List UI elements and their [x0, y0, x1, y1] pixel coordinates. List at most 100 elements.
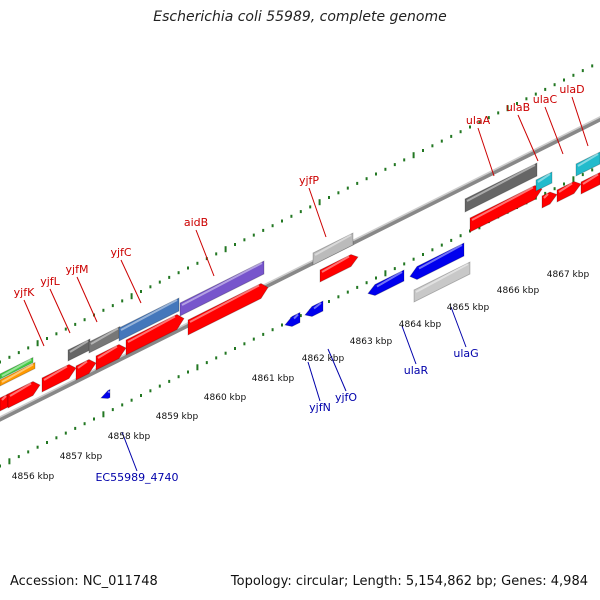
- gene-label: yjfN: [309, 401, 331, 414]
- kbp-label: 4856 kbp: [12, 472, 55, 482]
- gene-block-shine: [1, 363, 34, 383]
- gene-block: [187, 283, 269, 336]
- gene-block: [312, 232, 354, 266]
- gene-block: [179, 260, 265, 317]
- feature-blocks: [0, 151, 600, 412]
- gene-block-shine: [1, 395, 7, 401]
- gene-block: [100, 388, 111, 399]
- gene-label: ulaD: [559, 83, 584, 96]
- gene-labels: yjfK yjfL yjfM yjfC aidB yjfP ulaA ulaBulaCulaD…: [14, 83, 585, 484]
- gene-label: EC55989_4740: [95, 471, 178, 484]
- label-leader-lines: [23, 96, 589, 472]
- kbp-label: 4857 kbp: [60, 452, 103, 462]
- kbp-label: 4859 kbp: [156, 412, 199, 422]
- gene-block-shine: [77, 360, 88, 369]
- gene-block-shine: [1, 358, 32, 377]
- gene-block: [541, 191, 558, 209]
- gene-block: [95, 344, 127, 371]
- gene-block: [469, 185, 543, 233]
- gene-block: [75, 359, 97, 381]
- gene-block-shine: [582, 173, 599, 185]
- gene-block-shine: [415, 263, 469, 293]
- gene-label: yjfK: [14, 286, 35, 299]
- genome-summary-text: Topology: circular; Length: 5,154,862 bp…: [230, 574, 588, 589]
- gene-block: [304, 300, 324, 317]
- gene-block-shine: [43, 365, 68, 381]
- gene-block: [413, 261, 471, 303]
- gene-block: [41, 364, 77, 393]
- map-title: Escherichia coli 55989, complete genome: [153, 9, 447, 25]
- kbp-label: 4860 kbp: [204, 393, 247, 403]
- gene-block: [284, 311, 301, 327]
- kbp-label: 4864 kbp: [399, 320, 442, 330]
- gene-block-shine: [558, 182, 573, 193]
- gene-label: yjfP: [299, 174, 319, 187]
- leader-line: [195, 229, 215, 277]
- gene-block: [535, 171, 553, 192]
- gene-label: ulaC: [533, 93, 558, 106]
- leader-line: [327, 348, 347, 392]
- leader-line: [450, 306, 467, 348]
- gene-block-shine: [418, 244, 463, 270]
- leader-line: [23, 299, 45, 347]
- leader-line: [76, 276, 98, 323]
- gene-block-shine: [376, 271, 403, 288]
- kbp-label: 4861 kbp: [252, 374, 295, 384]
- leader-line: [308, 187, 327, 238]
- gene-block: [118, 297, 180, 342]
- gene-block: [7, 381, 41, 409]
- gene-block: [0, 393, 9, 412]
- gene-block-shine: [543, 193, 549, 199]
- kbp-label: 4865 kbp: [447, 303, 490, 313]
- gene-block: [580, 172, 600, 195]
- gene-label: ulaB: [506, 101, 530, 114]
- gene-block-shine: [69, 340, 89, 353]
- kbp-label: 4858 kbp: [108, 432, 151, 442]
- gene-block-shine: [127, 315, 176, 343]
- gene-label: ulaA: [466, 114, 491, 127]
- leader-line: [49, 288, 71, 334]
- scale-ticks: [0, 64, 594, 468]
- gene-label: ulaR: [404, 364, 429, 377]
- gene-block: [464, 162, 538, 213]
- leader-line: [477, 127, 495, 177]
- kbp-label: 4863 kbp: [350, 337, 393, 347]
- gene-block-shine: [314, 234, 352, 256]
- backbone-highlight: [0, 116, 600, 418]
- leader-line: [121, 431, 138, 472]
- gene-label: aidB: [184, 216, 208, 229]
- gene-block-shine: [107, 390, 111, 394]
- gene-block-shine: [313, 302, 322, 310]
- leader-line: [307, 361, 321, 402]
- gene-block-shine: [97, 345, 118, 359]
- gene-block-shine: [90, 327, 119, 345]
- gene-block: [367, 269, 405, 296]
- leader-line: [571, 96, 589, 147]
- gene-block-shine: [471, 186, 534, 221]
- gene-block-shine: [577, 153, 599, 167]
- leader-line: [401, 325, 417, 365]
- kbp-label: 4866 kbp: [497, 286, 540, 296]
- kbp-label: 4867 kbp: [547, 270, 590, 280]
- leader-line: [517, 114, 539, 162]
- gene-block-shine: [293, 313, 299, 320]
- gene-block-shine: [466, 164, 536, 202]
- gene-block-shine: [9, 382, 32, 397]
- gene-block-shine: [537, 173, 551, 183]
- gene-label: yjfO: [335, 391, 357, 404]
- gene-block-shine: [321, 255, 350, 273]
- gene-block-shine: [189, 284, 260, 323]
- gene-block-shine: [120, 299, 178, 331]
- gene-label: yjfC: [110, 246, 131, 259]
- gene-label: yjfM: [66, 263, 89, 276]
- gene-block: [575, 151, 600, 177]
- gene-block: [0, 361, 36, 387]
- gene-block: [409, 242, 465, 280]
- backbone-line: [0, 116, 600, 422]
- kbp-label: 4862 kbp: [302, 354, 345, 364]
- gene-block: [556, 181, 582, 203]
- gene-block: [125, 314, 185, 356]
- accession-text: Accession: NC_011748: [10, 574, 158, 589]
- gene-block: [0, 356, 34, 380]
